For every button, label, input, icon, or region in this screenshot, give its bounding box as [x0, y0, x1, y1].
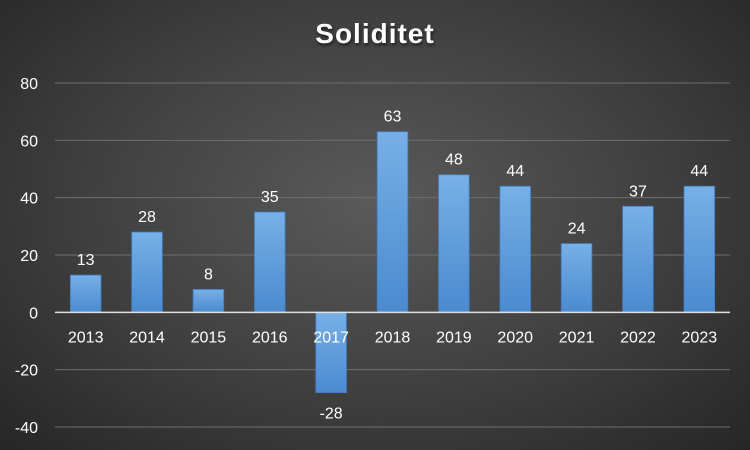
- data-label: 48: [445, 152, 463, 169]
- x-tick-label: 2017: [313, 329, 349, 346]
- data-label: -28: [320, 406, 343, 423]
- y-tick-label: 40: [20, 191, 38, 208]
- x-tick-label: 2014: [129, 329, 165, 346]
- bars: [69, 131, 716, 394]
- data-label: 24: [568, 221, 586, 238]
- y-tick-label: 80: [20, 76, 38, 93]
- x-tick-label: 2018: [375, 329, 411, 346]
- y-tick-label: 60: [20, 133, 38, 150]
- x-tick-label: 2021: [559, 329, 595, 346]
- bar: [622, 205, 654, 313]
- bar: [560, 243, 593, 313]
- bar: [499, 185, 531, 313]
- y-tick-label: -20: [15, 363, 38, 380]
- bar: [683, 185, 716, 313]
- data-label: 44: [690, 163, 708, 180]
- x-tick-label: 2013: [68, 329, 104, 346]
- bar: [254, 211, 286, 313]
- x-tick-label: 2020: [497, 329, 533, 346]
- x-tick-label: 2023: [682, 329, 718, 346]
- data-labels: 13 28 8 35 -28 63 48 44 24 37 44: [77, 109, 709, 423]
- data-label: 35: [261, 189, 279, 206]
- x-tick-label: 2016: [252, 329, 288, 346]
- y-axis-ticks: -40 -20 0 20 40 60 80: [15, 76, 38, 437]
- bar: [131, 231, 163, 313]
- y-tick-label: 20: [20, 248, 38, 265]
- data-label: 37: [629, 183, 647, 200]
- y-tick-label: -40: [15, 420, 38, 437]
- data-label: 44: [506, 163, 524, 180]
- data-label: 63: [384, 109, 402, 126]
- data-label: 28: [138, 209, 156, 226]
- data-label: 13: [77, 252, 95, 269]
- bar: [192, 288, 225, 313]
- bar: [376, 131, 409, 313]
- x-axis-ticks: 2013 2014 2015 2016 2017 2018 2019 2020 2021 2022…: [68, 329, 717, 346]
- bar: [69, 274, 102, 313]
- x-tick-label: 2019: [436, 329, 472, 346]
- chart-title: Soliditet: [315, 18, 435, 49]
- data-label: 8: [204, 266, 213, 283]
- y-tick-label: 0: [29, 305, 38, 322]
- x-tick-label: 2022: [620, 329, 656, 346]
- bar: [438, 174, 470, 313]
- x-tick-label: 2015: [191, 329, 227, 346]
- bar: [315, 311, 347, 394]
